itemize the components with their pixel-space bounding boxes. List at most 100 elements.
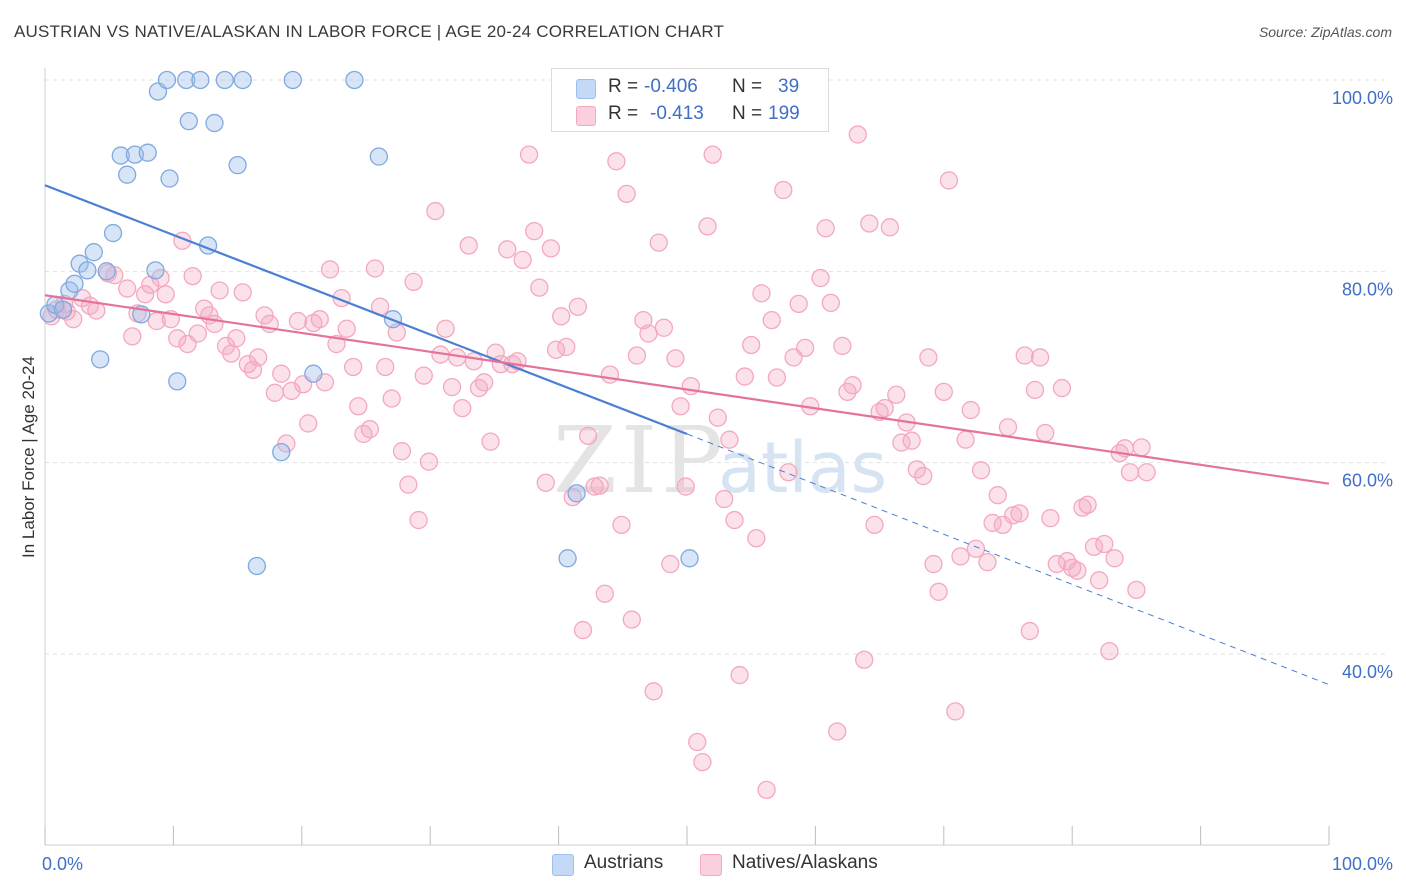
native-point	[924, 554, 943, 574]
native-point	[568, 297, 588, 316]
native-point	[880, 218, 900, 237]
native-point	[855, 650, 874, 669]
native-point	[661, 554, 680, 574]
bottom-legend-swatch-natives	[700, 854, 722, 876]
native-point	[277, 434, 296, 453]
austrian-point	[179, 111, 198, 131]
native-point	[459, 236, 478, 255]
native-point	[188, 324, 207, 343]
native-point	[1036, 423, 1055, 443]
native-point	[848, 125, 867, 144]
native-point	[607, 152, 626, 171]
native-point	[183, 266, 202, 286]
native-point	[693, 752, 712, 772]
native-point	[821, 293, 840, 313]
austrian-point	[103, 223, 123, 243]
native-point	[392, 442, 412, 461]
y-tick-label: 100.0%	[1332, 88, 1393, 108]
y-axis-label: In Labor Force | Age 20-24	[19, 356, 38, 558]
native-point	[1010, 504, 1029, 523]
native-point	[843, 376, 862, 395]
native-point	[453, 398, 472, 418]
native-point	[365, 259, 385, 278]
native-point	[282, 381, 301, 401]
bottom-legend-swatch-austrians	[552, 854, 574, 876]
native-point	[404, 272, 423, 292]
native-point	[767, 368, 787, 387]
native-point	[557, 337, 576, 357]
native-point	[929, 582, 948, 601]
native-point	[344, 357, 363, 377]
axes	[44, 68, 1330, 846]
native-point	[399, 475, 418, 494]
native-point	[1105, 549, 1124, 568]
native-point	[907, 460, 926, 479]
native-point	[914, 466, 933, 486]
native-point	[414, 366, 433, 385]
native-point	[833, 336, 852, 356]
native-point	[337, 319, 356, 338]
x-tick-label: 0.0%	[42, 854, 83, 874]
native-point	[934, 382, 953, 402]
native-point	[725, 510, 744, 530]
native-point	[513, 250, 532, 270]
x-tick-label: 100.0%	[1332, 854, 1393, 874]
austrian-points	[39, 70, 699, 576]
native-point	[634, 310, 653, 330]
native-point	[464, 352, 484, 371]
native-point	[1015, 346, 1034, 365]
native-point	[1025, 380, 1045, 400]
native-point	[222, 344, 241, 363]
native-point	[703, 145, 722, 164]
native-point	[666, 349, 685, 368]
native-point	[779, 463, 798, 482]
native-point	[238, 354, 258, 374]
native-point	[481, 432, 500, 451]
legend-r-value: -0.413	[650, 103, 704, 124]
austrian-point	[215, 70, 234, 90]
legend-r-value: -0.406	[644, 76, 698, 97]
native-point	[708, 408, 727, 427]
native-point	[360, 420, 380, 439]
native-point	[387, 323, 406, 342]
y-tick-label: 60.0%	[1342, 471, 1393, 491]
native-point	[998, 418, 1018, 437]
native-point	[649, 233, 668, 252]
legend-box: R = -0.406 N = 39 R = -0.413 N = 199	[551, 68, 829, 132]
austrian-point	[168, 372, 187, 391]
native-point	[299, 414, 318, 433]
native-point	[436, 319, 455, 338]
native-point	[210, 281, 229, 300]
bottom-legend-label-natives: Natives/Alaskans	[732, 852, 878, 873]
austrian-point	[78, 261, 97, 280]
native-point	[735, 367, 754, 386]
bottom-legend-label-austrians: Austrians	[584, 852, 664, 873]
native-point	[600, 365, 620, 384]
native-point	[688, 732, 707, 752]
native-point	[590, 476, 609, 495]
native-point	[426, 201, 445, 221]
native-point	[978, 553, 997, 572]
native-point	[676, 477, 695, 496]
native-point	[671, 397, 690, 416]
native-point	[1073, 498, 1092, 517]
native-point	[265, 383, 284, 402]
austrian-point	[680, 549, 699, 568]
y-tick-labels: 40.0% 60.0% 80.0% 100.0%	[1332, 88, 1393, 682]
native-point	[141, 275, 160, 294]
native-point	[865, 515, 884, 534]
native-point	[644, 682, 663, 701]
native-point	[1078, 495, 1097, 514]
native-points	[42, 70, 1156, 799]
austrian-point	[247, 556, 267, 576]
native-point	[639, 324, 658, 343]
austrian-point	[228, 155, 247, 175]
legend-row-austrians: R = -0.406 N = 39	[552, 73, 828, 101]
austrian-point	[177, 70, 196, 90]
native-point	[1020, 621, 1039, 641]
native-point	[747, 529, 766, 548]
austrian-point	[369, 147, 388, 166]
native-point	[762, 310, 781, 330]
native-point	[552, 307, 571, 326]
native-point	[698, 217, 717, 236]
